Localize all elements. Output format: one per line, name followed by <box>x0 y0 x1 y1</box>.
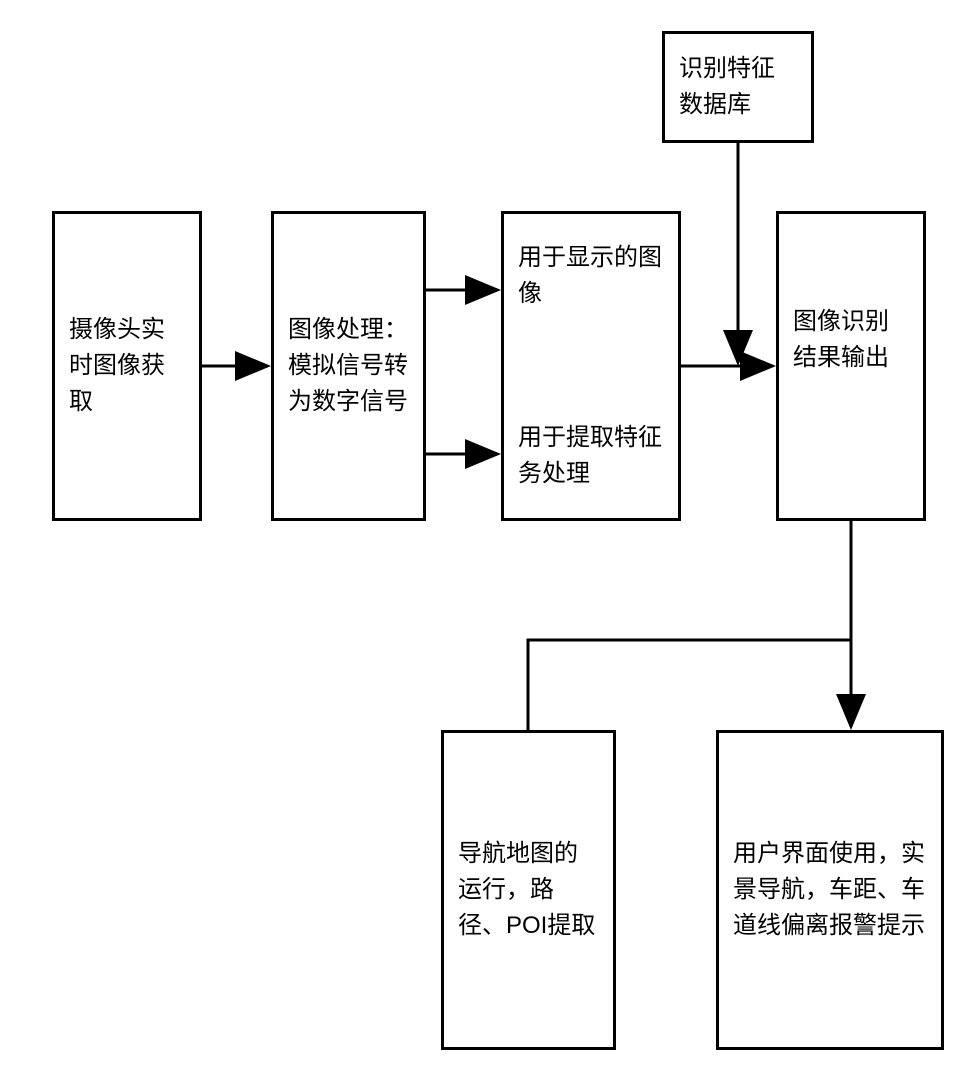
node-camera-capture: 摄像头实时图像获取 <box>52 211 202 521</box>
node-label: 摄像头实时图像获取 <box>69 312 185 420</box>
node-label: 图像处理：模拟信号转为数字信号 <box>288 312 409 420</box>
node-user-interface: 用户界面使用，实景导航，车距、车道线偏离报警提示 <box>716 730 944 1050</box>
node-feature-database: 识别特征数据库 <box>662 31 814 143</box>
node-display-and-feature: 用于显示的图像 用于提取特征务处理 <box>501 211 681 521</box>
edge-n6-join <box>528 640 851 730</box>
node-label: 导航地图的运行，路径、POI提取 <box>458 836 599 944</box>
node-label: 用户界面使用，实景导航，车距、车道线偏离报警提示 <box>733 836 927 944</box>
node-recognition-output: 图像识别结果输出 <box>776 211 926 521</box>
node-navigation-map: 导航地图的运行，路径、POI提取 <box>441 730 616 1050</box>
node-label: 识别特征数据库 <box>679 51 797 123</box>
node-label-top: 用于显示的图像 <box>518 240 664 312</box>
node-label-bottom: 用于提取特征务处理 <box>518 420 664 492</box>
node-label: 图像识别结果输出 <box>793 304 909 376</box>
node-image-processing: 图像处理：模拟信号转为数字信号 <box>271 211 426 521</box>
